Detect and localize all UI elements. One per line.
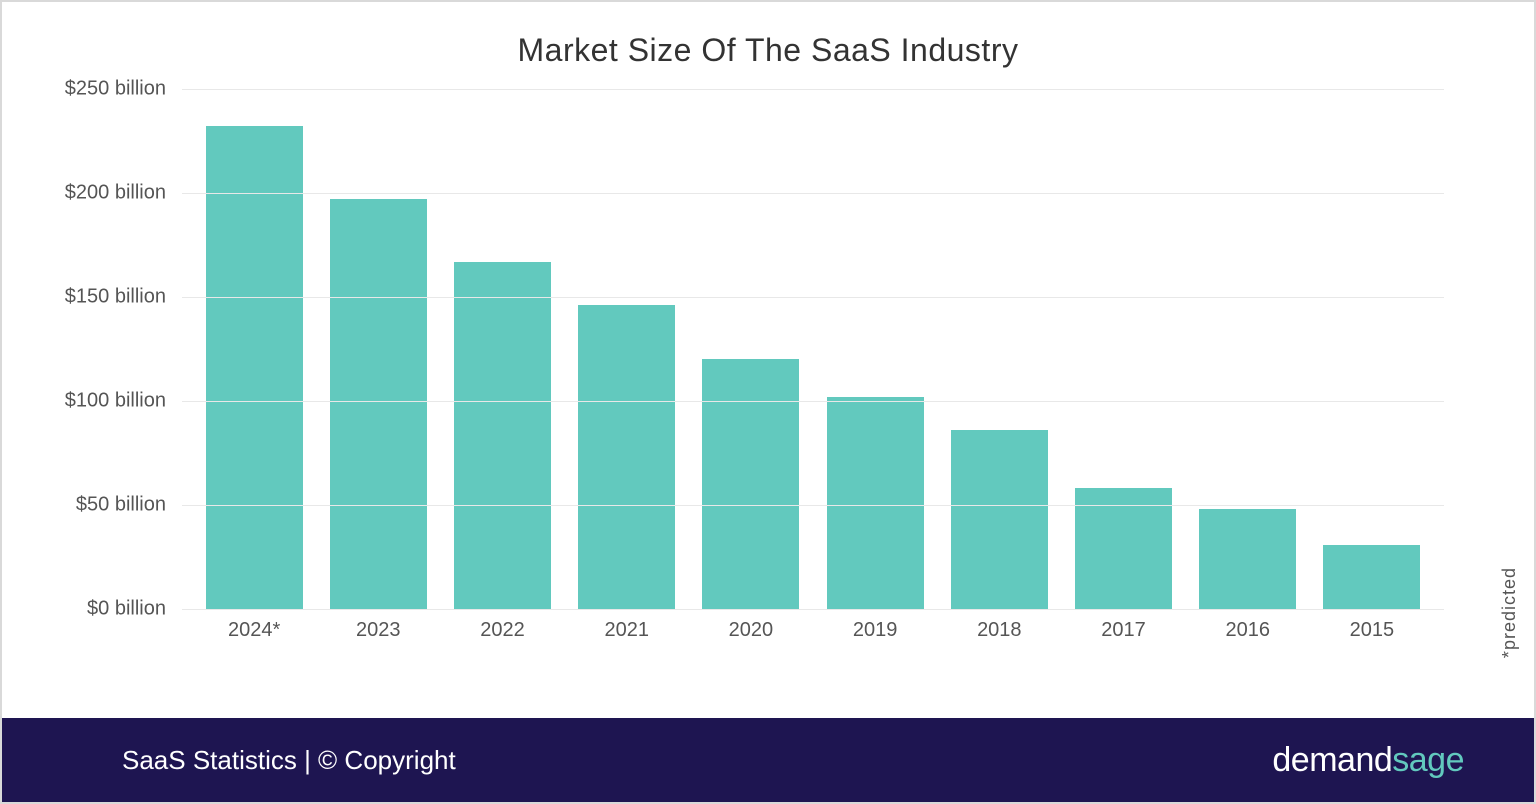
bar-slot	[192, 89, 316, 609]
bar-slot	[440, 89, 564, 609]
chart-title: Market Size Of The SaaS Industry	[42, 32, 1494, 69]
bar-slot	[565, 89, 689, 609]
grid-line	[182, 401, 1444, 402]
y-axis-label: $50 billion	[76, 494, 166, 517]
bar-slot	[813, 89, 937, 609]
bar	[951, 430, 1048, 609]
footer-bar: SaaS Statistics | © Copyright demandsage	[2, 718, 1534, 802]
bar-slot	[1310, 89, 1434, 609]
plot-wrap: $0 billion$50 billion$100 billion$150 bi…	[182, 89, 1444, 649]
grid-line	[182, 505, 1444, 506]
brand-suffix: sage	[1392, 741, 1464, 779]
x-axis-label: 2021	[565, 609, 689, 649]
bar	[206, 126, 303, 609]
y-axis-label: $100 billion	[65, 390, 166, 413]
x-axis-labels: 2024*20232022202120202019201820172016201…	[182, 609, 1444, 649]
x-axis-label: 2023	[316, 609, 440, 649]
x-axis-label: 2018	[937, 609, 1061, 649]
bar	[1075, 488, 1172, 609]
bar	[702, 359, 799, 609]
bar	[454, 262, 551, 609]
y-axis-label: $250 billion	[65, 78, 166, 101]
brand-logo: demandsage	[1272, 741, 1464, 780]
footer-copyright: SaaS Statistics | © Copyright	[122, 745, 456, 776]
x-axis-label: 2016	[1186, 609, 1310, 649]
chart-frame: Market Size Of The SaaS Industry $0 bill…	[0, 0, 1536, 804]
bar-slot	[937, 89, 1061, 609]
y-axis-label: $150 billion	[65, 286, 166, 309]
y-axis-label: $200 billion	[65, 182, 166, 205]
bar-slot	[316, 89, 440, 609]
bar	[1199, 509, 1296, 609]
bar-slot	[1186, 89, 1310, 609]
plot: $0 billion$50 billion$100 billion$150 bi…	[182, 89, 1444, 609]
bar	[827, 397, 924, 609]
y-axis-label: $0 billion	[87, 598, 166, 621]
bar	[1323, 545, 1420, 609]
grid-line	[182, 193, 1444, 194]
grid-line	[182, 89, 1444, 90]
x-axis-label: 2019	[813, 609, 937, 649]
x-axis-label: 2020	[689, 609, 813, 649]
x-axis-label: 2024*	[192, 609, 316, 649]
bars-container	[182, 89, 1444, 609]
x-axis-label: 2022	[440, 609, 564, 649]
x-axis-label: 2017	[1061, 609, 1185, 649]
x-axis-label: 2015	[1310, 609, 1434, 649]
chart-area: Market Size Of The SaaS Industry $0 bill…	[2, 2, 1534, 718]
bar	[330, 199, 427, 609]
grid-line	[182, 297, 1444, 298]
brand-prefix: demand	[1272, 741, 1392, 779]
predicted-note: *predicted	[1499, 567, 1520, 658]
bar	[578, 305, 675, 609]
bar-slot	[1061, 89, 1185, 609]
bar-slot	[689, 89, 813, 609]
